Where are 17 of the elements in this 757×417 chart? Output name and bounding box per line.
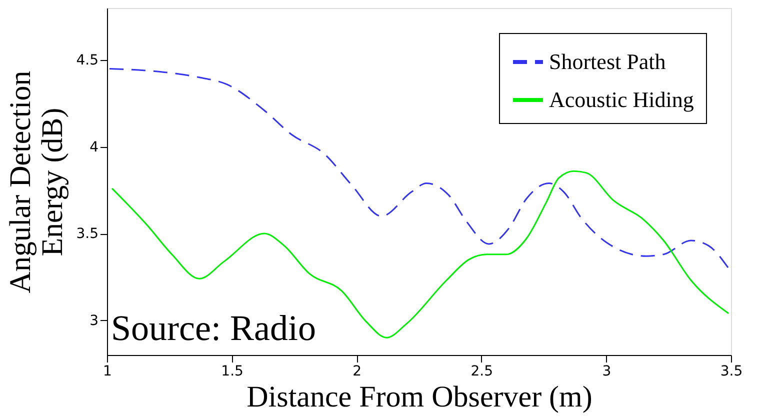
y-axis-title: Angular Detection Energy (dB): [4, 70, 70, 294]
line-series: [111, 170, 730, 338]
y-tick-label: 4.5: [76, 52, 98, 69]
line-series: [108, 68, 730, 269]
x-tick-label: 2.5: [470, 364, 494, 380]
x-axis-title: Distance From Observer (m): [246, 380, 592, 414]
x-tick-label: 3: [602, 364, 612, 380]
x-tick-label: 3.5: [720, 364, 743, 380]
legend-label: Shortest Path: [549, 49, 666, 74]
y-tick-label: 3.5: [76, 226, 98, 242]
annotation: Source: Radio: [111, 308, 316, 348]
x-tick-label: 2: [352, 364, 362, 380]
y-tick-label: 4: [90, 139, 99, 156]
x-tick-label: 1.5: [221, 364, 244, 380]
y-tick-label: 3: [90, 312, 98, 329]
legend-label: Acoustic Hiding: [549, 87, 694, 112]
x-tick-label: 1: [103, 364, 112, 380]
